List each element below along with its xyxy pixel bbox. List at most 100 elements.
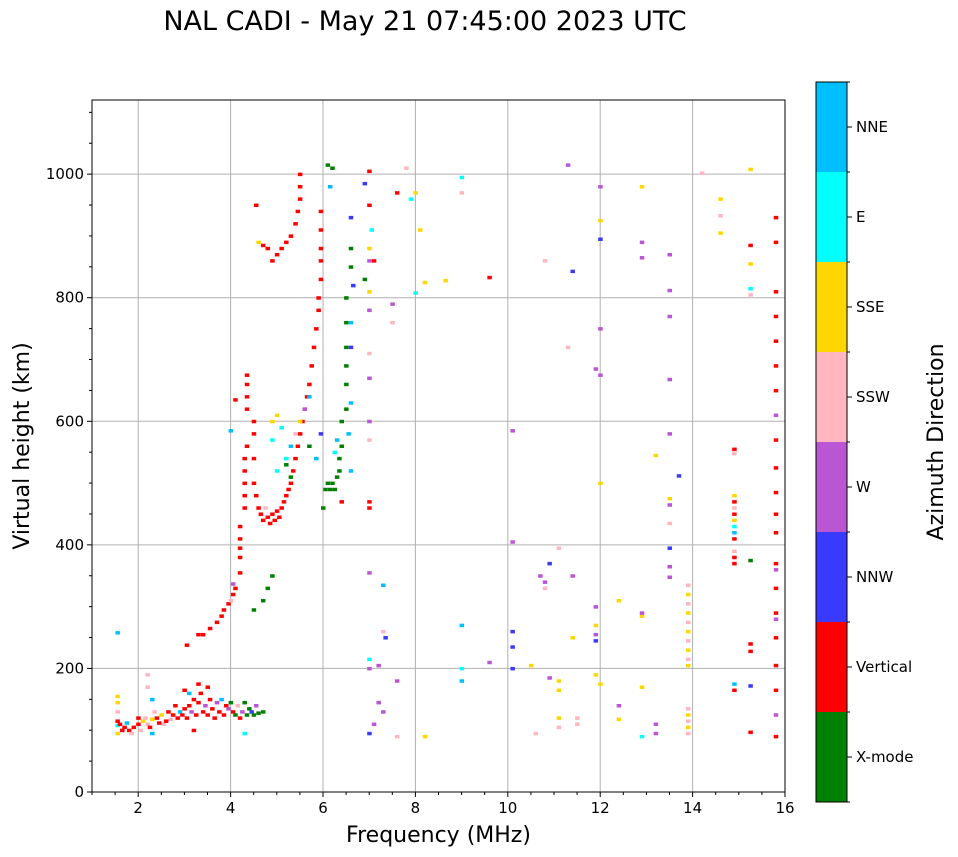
data-point-vertical	[279, 506, 284, 510]
data-point-vertical	[773, 586, 779, 591]
data-point-sse	[732, 518, 737, 523]
data-point-ssw	[732, 506, 737, 510]
data-point-vertical	[184, 643, 190, 647]
data-point-vertical	[272, 518, 277, 523]
data-point-nnw	[593, 639, 599, 643]
data-point-w	[510, 540, 515, 544]
data-point-x-mode	[348, 246, 354, 251]
data-point-sse	[140, 719, 146, 723]
data-point-vertical	[196, 682, 201, 686]
data-point-ssw	[143, 716, 148, 720]
data-point-w	[547, 676, 552, 680]
colorbar-label: W	[856, 478, 871, 496]
data-point-nne	[346, 432, 351, 436]
data-point-nne	[219, 697, 224, 702]
data-point-vertical	[200, 710, 206, 714]
data-point-vertical	[170, 713, 176, 717]
data-point-vertical	[207, 626, 213, 631]
data-point-w	[639, 256, 645, 260]
data-point-sse	[418, 228, 423, 232]
data-point-w	[390, 302, 395, 306]
data-point-w	[773, 568, 779, 572]
data-point-vertical	[297, 172, 303, 177]
data-point-e	[279, 425, 284, 430]
data-point-sse	[556, 716, 562, 720]
data-point-vertical	[196, 632, 201, 637]
data-point-nnw	[598, 237, 603, 242]
data-point-vertical	[242, 493, 247, 498]
data-point-x-mode	[339, 444, 344, 448]
data-point-vertical	[284, 493, 289, 498]
y-tick-label: 0	[74, 783, 84, 801]
data-point-sse	[413, 191, 418, 195]
data-point-w	[371, 722, 377, 727]
data-point-vertical	[244, 395, 250, 399]
data-point-e	[115, 723, 120, 728]
y-tick-label: 200	[55, 659, 84, 677]
data-point-w	[667, 288, 672, 293]
data-point-vertical	[221, 608, 227, 612]
data-point-vertical	[773, 314, 779, 319]
data-point-vertical	[288, 234, 294, 238]
data-point-sse	[685, 725, 691, 730]
data-point-vertical	[773, 512, 779, 516]
data-point-w	[639, 611, 645, 615]
data-point-w	[593, 605, 599, 609]
data-point-w	[203, 704, 208, 708]
data-point-sse	[616, 717, 622, 722]
data-point-ssw	[145, 722, 150, 727]
data-point-vertical	[732, 561, 737, 566]
data-point-vertical	[156, 721, 162, 725]
data-point-ssw	[685, 731, 691, 736]
data-point-ssw	[228, 598, 234, 603]
data-point-nnw	[348, 345, 354, 350]
data-point-vertical	[277, 515, 282, 520]
data-point-nne	[228, 429, 234, 433]
data-point-vertical	[242, 456, 247, 461]
data-point-e	[332, 450, 338, 455]
data-point-vertical	[182, 707, 187, 711]
data-point-sse	[115, 731, 120, 736]
data-point-vertical	[131, 725, 137, 730]
data-point-sse	[556, 679, 562, 683]
colorbar-segment-nne	[816, 82, 847, 172]
x-tick-label: 4	[226, 799, 236, 817]
data-point-vertical	[254, 493, 259, 498]
data-point-vertical	[258, 512, 264, 516]
colorbar-segment-e	[816, 172, 847, 262]
data-point-vertical	[191, 697, 197, 702]
data-point-w	[593, 632, 599, 637]
data-point-w	[226, 707, 231, 711]
data-point-nnw	[383, 636, 388, 640]
data-point-ssw	[367, 438, 372, 442]
data-point-vertical	[221, 713, 227, 717]
data-point-x-mode	[270, 574, 275, 578]
data-point-w	[667, 564, 672, 569]
data-point-vertical	[244, 373, 250, 377]
data-point-sse	[685, 592, 691, 597]
data-point-x-mode	[337, 456, 342, 461]
data-point-nnw	[348, 215, 354, 220]
data-point-vertical	[748, 649, 753, 654]
data-point-vertical	[773, 364, 779, 368]
data-point-w	[367, 666, 372, 671]
data-point-e	[367, 657, 372, 662]
data-point-vertical	[297, 432, 303, 436]
data-point-nnw	[362, 181, 368, 186]
data-point-sse	[639, 185, 645, 189]
data-point-vertical	[773, 388, 779, 393]
x-tick-label: 12	[591, 799, 610, 817]
data-point-w	[593, 367, 599, 371]
data-point-vertical	[260, 243, 266, 248]
data-point-w	[376, 700, 381, 705]
data-point-w	[254, 704, 259, 708]
data-point-sse	[616, 598, 622, 603]
data-point-vertical	[242, 481, 247, 486]
data-point-vertical	[126, 728, 132, 733]
data-point-vertical	[214, 620, 220, 625]
colorbar-label: SSE	[856, 298, 885, 316]
data-point-ssw	[138, 728, 144, 733]
data-point-vertical	[136, 722, 141, 727]
data-point-vertical	[297, 197, 303, 201]
